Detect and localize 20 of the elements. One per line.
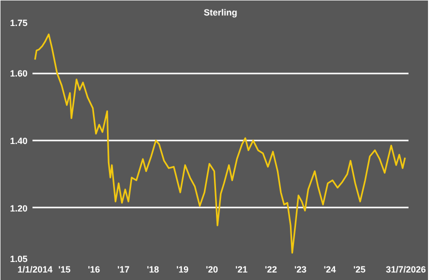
x-tick-label: '22 <box>264 264 277 274</box>
x-tick-label: '16 <box>88 264 100 274</box>
x-tick-label: '19 <box>176 264 189 274</box>
x-tick-label: '17 <box>117 264 130 274</box>
x-tick-label: '23 <box>294 264 306 274</box>
y-tick-label: 1.05 <box>10 254 28 264</box>
x-tick-label: '18 <box>146 264 160 274</box>
y-tick-label: 1.20 <box>10 203 28 214</box>
x-tick-label: '21 <box>235 264 248 274</box>
x-tick-label: '25 <box>353 264 366 274</box>
x-tick-label: '15 <box>58 264 71 274</box>
y-tick-label: 1.40 <box>10 136 28 146</box>
x-tick-label: '24 <box>324 264 336 274</box>
line-series <box>34 34 406 254</box>
y-tick-label: 1.60 <box>10 68 28 79</box>
x-tick-label: '20 <box>206 264 218 274</box>
x-tick-label: 31/7/2026 <box>386 264 426 274</box>
x-tick-label: 1/1/2014 <box>17 264 53 274</box>
y-tick-label: 1.75 <box>10 18 28 28</box>
chart-title: Sterling <box>204 8 238 18</box>
